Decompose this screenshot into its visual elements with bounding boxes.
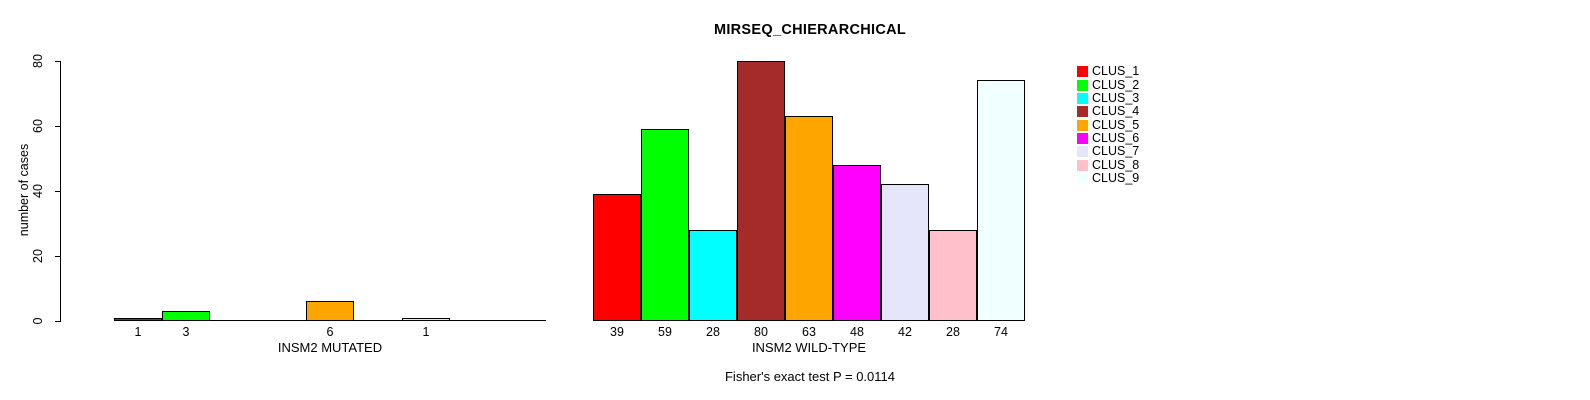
legend-item: CLUS_2: [1077, 78, 1139, 91]
y-tick-label: 40: [30, 184, 45, 198]
bar-value-label: 63: [802, 325, 816, 339]
legend-color-swatch: [1077, 106, 1088, 118]
y-tick-label: 0: [30, 317, 45, 325]
bar-value-label: 1: [134, 325, 142, 339]
legend-item-label: CLUS_7: [1092, 144, 1140, 159]
legend-item: CLUS_3: [1077, 92, 1139, 105]
legend-color-swatch: [1077, 172, 1088, 184]
fisher-test-annotation: Fisher's exact test P = 0.0114: [724, 369, 896, 384]
legend-color-swatch: [1077, 132, 1088, 144]
bar-clus_1: [114, 318, 162, 321]
y-axis-label: number of cases: [17, 143, 31, 237]
legend-item: CLUS_9: [1077, 172, 1139, 185]
bar-value-label: 39: [610, 325, 624, 339]
bar-clus_2: [162, 311, 210, 321]
legend-color-swatch: [1077, 119, 1088, 131]
legend-item: CLUS_1: [1077, 65, 1139, 78]
bar-value-label: 59: [658, 325, 672, 339]
bar-clus_1: [593, 194, 641, 321]
legend-item-label: CLUS_5: [1092, 117, 1140, 132]
bar-clus_5: [785, 116, 833, 321]
legend-item: CLUS_6: [1077, 132, 1139, 145]
bar-clus_3: [689, 230, 737, 321]
legend-item-label: CLUS_1: [1092, 64, 1140, 79]
legend-color-swatch: [1077, 92, 1088, 104]
legend-item-label: CLUS_8: [1092, 157, 1140, 172]
bar-clus_2: [641, 129, 689, 321]
bar-value-label: 28: [706, 325, 720, 339]
y-tick-label: 60: [30, 119, 45, 133]
legend-item: CLUS_7: [1077, 145, 1139, 158]
y-tick: [55, 61, 60, 62]
y-tick: [55, 321, 60, 322]
bar-clus_5: [306, 301, 354, 321]
legend-color-swatch: [1077, 159, 1088, 171]
legend-item-label: CLUS_3: [1092, 91, 1140, 106]
bar-clus_7: [402, 318, 450, 321]
legend-item: CLUS_4: [1077, 105, 1139, 118]
legend-item-label: CLUS_6: [1092, 131, 1140, 146]
group-label-mutated: INSM2 MUTATED: [277, 340, 383, 355]
legend-color-swatch: [1077, 66, 1088, 78]
legend-item-label: CLUS_2: [1092, 77, 1140, 92]
bar-value-label: 3: [182, 325, 190, 339]
y-tick: [55, 256, 60, 257]
y-tick: [55, 126, 60, 127]
y-tick-label: 80: [30, 54, 45, 68]
bar-value-label: 6: [326, 325, 334, 339]
y-tick-label: 20: [30, 249, 45, 263]
bar-value-label: 42: [898, 325, 912, 339]
bar-clus_8: [929, 230, 977, 321]
bar-clus_4: [737, 61, 785, 321]
bar-value-label: 28: [946, 325, 960, 339]
legend-item-label: CLUS_9: [1092, 171, 1140, 186]
bar-value-label: 80: [754, 325, 768, 339]
group-label-wildtype: INSM2 WILD-TYPE: [751, 340, 867, 355]
bar-clus_6: [833, 165, 881, 321]
legend-item: CLUS_8: [1077, 158, 1139, 171]
legend-color-swatch: [1077, 146, 1088, 158]
y-axis-line: [60, 61, 61, 322]
bar-clus_7: [881, 184, 929, 321]
legend: CLUS_1 CLUS_2 CLUS_3 CLUS_4 CLUS_5 CLUS_6 CLUS…: [1077, 65, 1139, 185]
bar-value-label: 74: [994, 325, 1008, 339]
bar-value-label: 1: [422, 325, 430, 339]
legend-item-label: CLUS_4: [1092, 104, 1140, 119]
bar-clus_9: [977, 80, 1025, 321]
legend-item: CLUS_5: [1077, 118, 1139, 131]
chart-title: MIRSEQ_CHIERARCHICAL: [713, 22, 907, 38]
y-tick: [55, 191, 60, 192]
legend-color-swatch: [1077, 79, 1088, 91]
bar-value-label: 48: [850, 325, 864, 339]
